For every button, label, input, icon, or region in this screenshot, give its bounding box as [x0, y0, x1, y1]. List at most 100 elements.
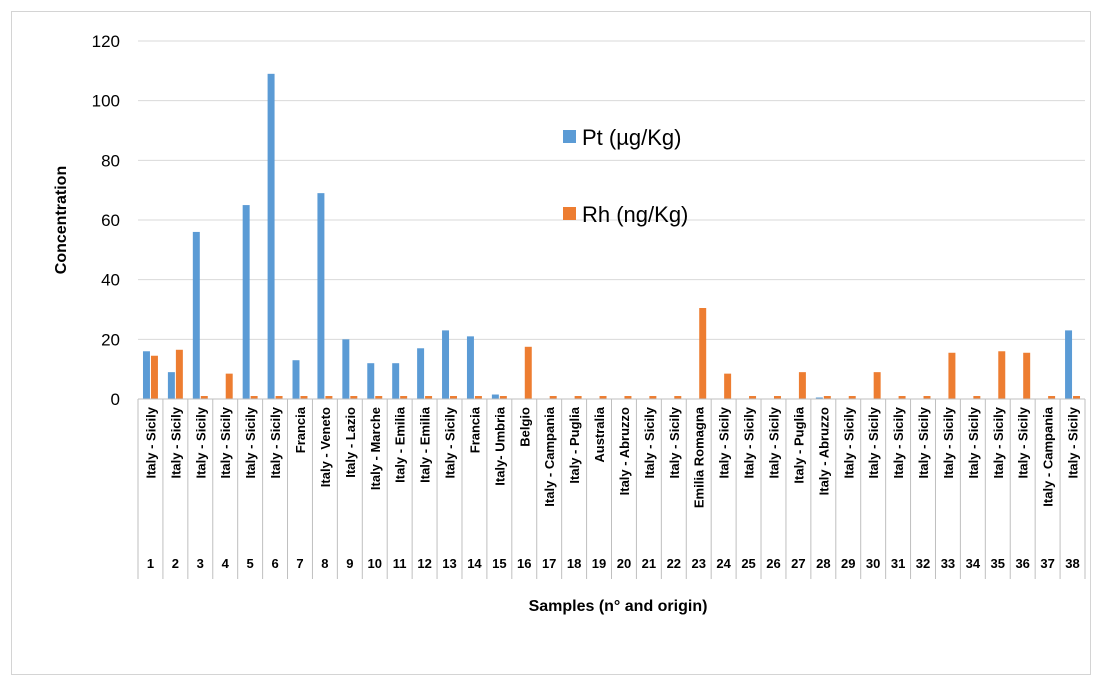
category-number-label: 20 — [617, 556, 631, 571]
bar-rh-16 — [524, 346, 532, 399]
category-number-label: 3 — [197, 556, 204, 571]
bar-rh-22 — [674, 396, 682, 399]
category-number-label: 11 — [393, 556, 407, 571]
bar-rh-19 — [599, 396, 607, 399]
bar-rh-35 — [998, 351, 1006, 399]
category-number-label: 12 — [417, 556, 431, 571]
bar-pt-11 — [392, 363, 400, 399]
category-number-label: 16 — [517, 556, 531, 571]
category-origin-label: Italy - Emilia — [418, 406, 433, 483]
category-origin-label: Italy - Veneto — [318, 407, 333, 487]
category-labels: Italy - Sicily 1 Italy - Sicily 2 Italy - Si… — [143, 406, 1080, 571]
bar-rh-26 — [773, 396, 781, 399]
legend-swatch-rh — [563, 207, 576, 220]
bar-rh-21 — [649, 396, 657, 399]
bar-rh-4 — [225, 373, 233, 399]
category-number-label: 21 — [642, 556, 656, 571]
category-number-label: 13 — [442, 556, 456, 571]
bars — [142, 73, 1081, 399]
category-number-label: 27 — [791, 556, 805, 571]
category-number-label: 38 — [1065, 556, 1079, 571]
category-number-label: 34 — [966, 556, 981, 571]
bar-rh-36 — [1023, 352, 1031, 399]
y-tick-label: 0 — [111, 390, 120, 409]
bar-pt-5 — [242, 205, 250, 399]
category-number-label: 15 — [492, 556, 506, 571]
bar-rh-13 — [450, 396, 457, 399]
bar-rh-29 — [848, 396, 856, 399]
category-number-label: 30 — [866, 556, 880, 571]
bar-pt-6 — [267, 73, 275, 399]
bar-rh-38 — [1073, 396, 1081, 399]
bar-pt-9 — [342, 339, 350, 399]
gridlines — [138, 40, 1085, 340]
bar-rh-12 — [425, 396, 433, 399]
x-axis-title: Samples (n° and origin) — [529, 598, 708, 615]
bar-pt-2 — [167, 372, 175, 399]
category-origin-label: Italy - Sicily — [168, 406, 183, 478]
category-origin-label: Italy - Abruzzo — [816, 407, 831, 495]
category-origin-label: Italy - Puglia — [791, 406, 806, 483]
category-number-label: 23 — [691, 556, 705, 571]
category-number-label: 37 — [1040, 556, 1054, 571]
bar-rh-18 — [574, 396, 582, 399]
category-origin-label: Italy - Sicily — [916, 406, 931, 478]
y-tick-label: 20 — [101, 330, 120, 349]
category-number-label: 8 — [321, 556, 328, 571]
category-number-label: 29 — [841, 556, 855, 571]
category-number-label: 2 — [172, 556, 179, 571]
category-number-label: 10 — [368, 556, 382, 571]
bar-pt-10 — [367, 363, 375, 399]
category-number-label: 28 — [816, 556, 830, 571]
category-origin-label: Italy - Sicily — [742, 406, 757, 478]
y-tick-label: 40 — [101, 271, 120, 290]
y-tick-label: 60 — [101, 211, 120, 230]
bar-rh-2 — [175, 349, 183, 399]
bar-rh-10 — [375, 396, 383, 399]
category-origin-label: Italy - Sicily — [268, 406, 283, 478]
category-origin-label: Italy - Sicily — [891, 406, 906, 478]
category-number-label: 31 — [891, 556, 905, 571]
category-origin-label: Francia — [467, 406, 482, 453]
y-tick-label: 120 — [92, 32, 120, 51]
bar-rh-5 — [250, 396, 258, 399]
legend-label-rh: Rh (ng/Kg) — [582, 202, 688, 227]
category-number-label: 35 — [991, 556, 1005, 571]
category-origin-label: Italy - Sicily — [1016, 406, 1031, 478]
category-origin-label: Italy - Campania — [1041, 406, 1056, 506]
bar-rh-15 — [499, 396, 507, 399]
bar-rh-23 — [699, 308, 707, 399]
category-number-label: 33 — [941, 556, 955, 571]
bar-rh-8 — [325, 396, 333, 399]
category-origin-label: Italy - Sicily — [941, 406, 956, 478]
category-number-label: 6 — [271, 556, 278, 571]
category-origin-label: Italy - Sicily — [193, 406, 208, 478]
bar-rh-27 — [798, 372, 806, 399]
category-origin-label: Italy - Sicily — [766, 406, 781, 478]
bar-pt-7 — [292, 360, 300, 399]
category-origin-label: Italy - Marche — [368, 407, 383, 490]
category-number-label: 19 — [592, 556, 606, 571]
category-origin-label: Italy - Sicily — [642, 406, 657, 478]
category-origin-label: Italy - Sicily — [841, 406, 856, 478]
bar-rh-28 — [823, 396, 831, 399]
bar-rh-25 — [749, 396, 757, 399]
bar-rh-3 — [200, 396, 208, 399]
category-number-label: 14 — [467, 556, 482, 571]
chart-frame — [11, 11, 1091, 675]
category-number-label: 22 — [667, 556, 681, 571]
bar-pt-12 — [417, 348, 425, 399]
bar-rh-11 — [400, 396, 408, 399]
category-number-label: 32 — [916, 556, 930, 571]
category-number-label: 36 — [1015, 556, 1029, 571]
bar-rh-1 — [150, 355, 158, 399]
category-origin-label: Italy - Sicily — [717, 406, 732, 478]
category-origin-label: Italy - Sicily — [243, 406, 258, 478]
y-axis-title: Concentration — [53, 166, 70, 274]
category-origin-label: Italy - Sicily — [866, 406, 881, 478]
bar-pt-15 — [491, 394, 499, 399]
bar-pt-38 — [1065, 330, 1073, 399]
category-number-label: 17 — [542, 556, 556, 571]
legend: Pt (µg/Kg) Rh (ng/Kg) — [563, 125, 688, 227]
